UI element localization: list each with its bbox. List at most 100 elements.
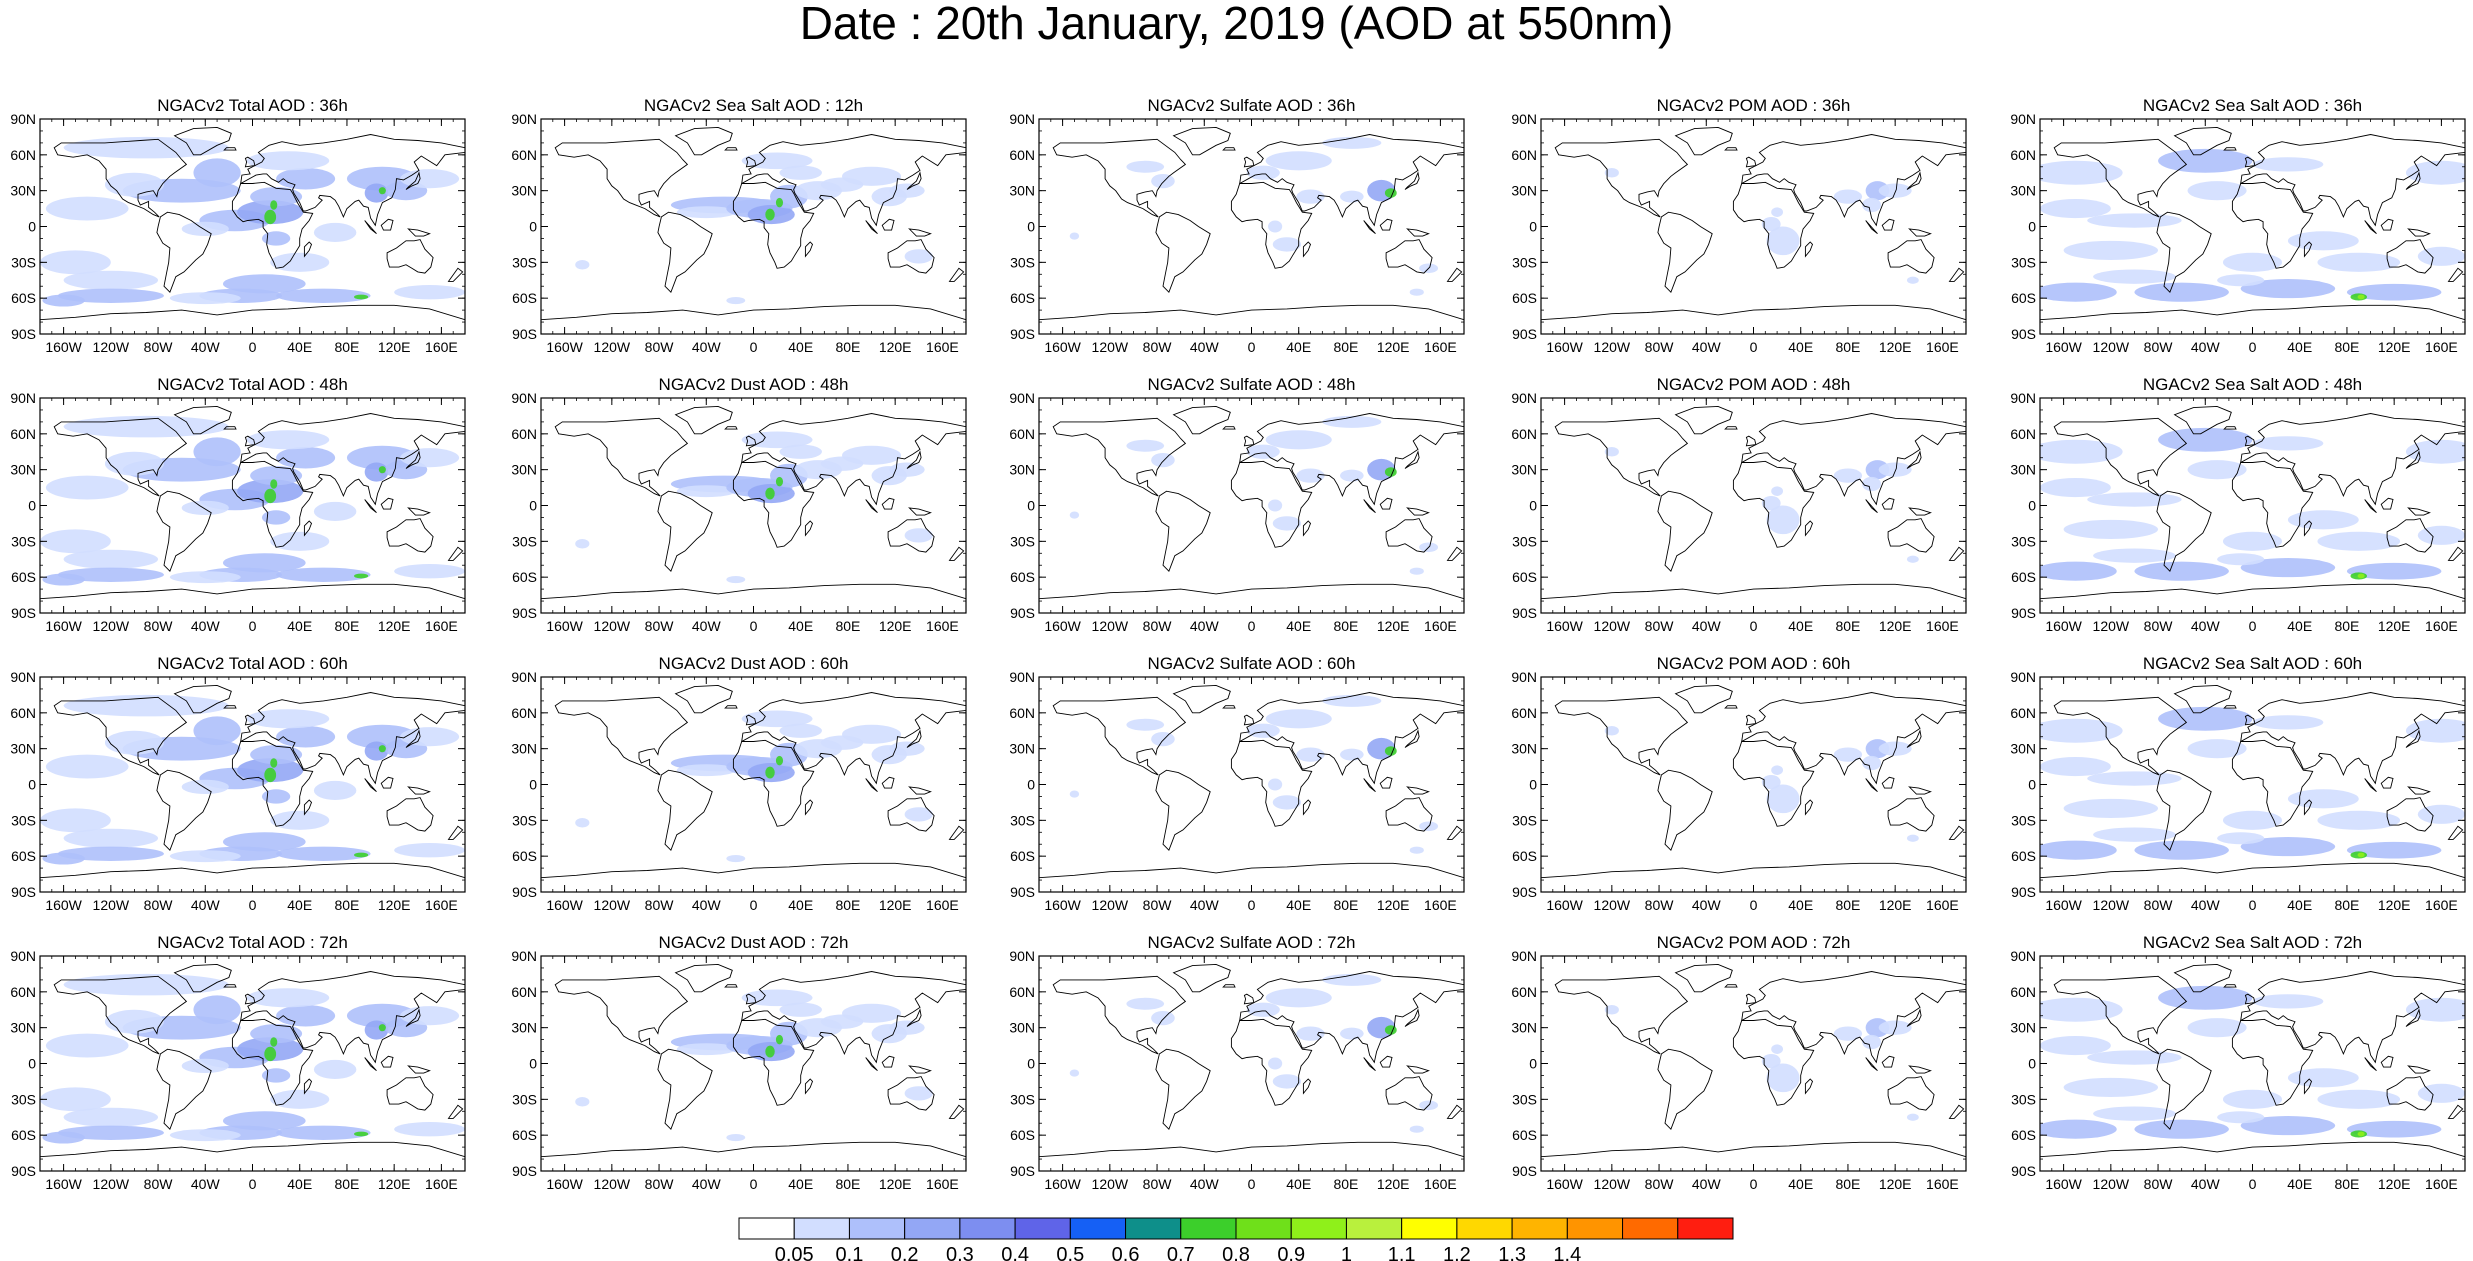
- aod-blob: [2405, 718, 2465, 743]
- aod-blob: [1862, 197, 1881, 213]
- aod-blob: [2217, 832, 2265, 845]
- aod-blob: [42, 852, 85, 865]
- lon-tick-label: 40W: [692, 897, 722, 913]
- coastline: [2244, 435, 2256, 447]
- coastline: [541, 1141, 966, 1158]
- aod-blob: [1069, 790, 1080, 798]
- coastline: [2053, 696, 2188, 776]
- coastline: [948, 1104, 965, 1119]
- lon-tick-label: 160E: [2425, 618, 2458, 634]
- aod-blob: [2040, 160, 2123, 185]
- coastline: [741, 692, 966, 785]
- coastline: [1657, 211, 1713, 294]
- lat-tick-label: 90N: [2010, 111, 2036, 127]
- map-panel: NGACv2 Dust AOD : 48h 90N 60N 30N 0 30S 60S 90S…: [511, 375, 967, 634]
- coastlines: [2040, 405, 2465, 600]
- lat-tick-label: 60S: [11, 1127, 36, 1143]
- aod-blob: [1296, 1026, 1325, 1041]
- lat-tick-label: 0: [28, 1056, 36, 1072]
- lon-tick-label: 0: [1248, 897, 1256, 913]
- coastline: [541, 862, 966, 879]
- aod-blob: [2093, 1106, 2176, 1121]
- coastline: [657, 490, 713, 573]
- aod-blob: [2417, 1083, 2465, 1103]
- lat-tick-label: 0: [1529, 1056, 1537, 1072]
- coastline: [1948, 1104, 1965, 1119]
- aod-blob: [726, 575, 746, 584]
- coastline: [1039, 1141, 1464, 1158]
- lat-tick-label: 30N: [511, 741, 537, 757]
- coastline: [2380, 1055, 2394, 1068]
- lon-tick-label: 80E: [334, 339, 359, 355]
- aod-blob: [1604, 1004, 1619, 1015]
- colorbar-label: 0.6: [1112, 1244, 1140, 1261]
- aod-field: [2040, 706, 2465, 860]
- panel-title: NGACv2 Sea Salt AOD : 48h: [2143, 375, 2362, 394]
- coastline: [2303, 241, 2313, 258]
- coastline: [906, 1008, 922, 1027]
- coastline: [405, 450, 421, 469]
- coastline: [1155, 211, 1211, 294]
- colorbar-swatch: [1235, 1217, 1292, 1240]
- aod-blob: [676, 1043, 736, 1056]
- coastline: [303, 1078, 313, 1095]
- colorbar-swatch: [1014, 1217, 1071, 1240]
- coastline: [1804, 799, 1814, 816]
- lon-tick-label: 120W: [2093, 618, 2130, 634]
- aod-blob: [726, 854, 746, 863]
- colorbar-label: 1.2: [1443, 1244, 1471, 1261]
- lon-tick-label: 160W: [2045, 618, 2082, 634]
- coastline: [2053, 975, 2188, 1055]
- panel-title: NGACv2 Dust AOD : 48h: [659, 375, 849, 394]
- aod-blob: [1862, 476, 1881, 492]
- lon-tick-label: 80E: [334, 1176, 359, 1192]
- aod-blob: [1296, 468, 1325, 483]
- coastline: [1222, 984, 1236, 988]
- aod-blob: [2134, 282, 2229, 302]
- lon-tick-label: 120E: [1377, 1176, 1410, 1192]
- lon-tick-label: 40W: [692, 1176, 722, 1192]
- coastline: [745, 993, 757, 1005]
- lon-tick-label: 160W: [1546, 618, 1583, 634]
- coastline: [1674, 126, 1733, 156]
- map-panel: NGACv2 Sulfate AOD : 72h 90N 60N 30N 0 30S 60S…: [1009, 933, 1465, 1192]
- coastline: [1657, 1048, 1713, 1131]
- lon-tick-label: 120E: [1879, 339, 1912, 355]
- colorbar-label: 0.2: [891, 1244, 919, 1261]
- coastlines: [1039, 963, 1464, 1158]
- lon-tick-label: 40E: [287, 339, 312, 355]
- coastline: [380, 1055, 394, 1068]
- aod-blob: [276, 846, 371, 861]
- coastline: [1385, 1076, 1433, 1111]
- coastline: [887, 797, 935, 832]
- coastline: [657, 211, 713, 294]
- lat-tick-label: 30N: [511, 462, 537, 478]
- lat-tick-label: 90N: [511, 390, 537, 406]
- aod-field: [40, 973, 465, 1144]
- map-frame: [1540, 118, 1967, 335]
- aod-blob: [1766, 505, 1800, 535]
- coastline: [554, 696, 689, 776]
- coastline: [1239, 134, 1464, 227]
- coastline: [380, 776, 394, 789]
- aod-blob: [889, 183, 925, 198]
- aod-blob: [40, 808, 111, 833]
- aod-blob: [1322, 694, 1382, 707]
- aod-blob: [1296, 189, 1325, 204]
- coastline: [223, 705, 237, 709]
- coastline: [1239, 971, 1464, 1064]
- aod-blob: [42, 294, 85, 307]
- lon-tick-label: 160W: [1044, 1176, 1081, 1192]
- lon-tick-label: 80W: [1645, 618, 1675, 634]
- aod-blob: [40, 250, 111, 275]
- coastline: [1674, 963, 1733, 993]
- map-frame: [540, 118, 967, 335]
- lon-tick-label: 160W: [1044, 897, 1081, 913]
- colorbar-label: 1.4: [1553, 1244, 1581, 1261]
- aod-blob: [779, 444, 822, 459]
- lon-tick-label: 120W: [93, 618, 130, 634]
- coastline: [40, 583, 465, 600]
- coastline: [1243, 435, 1255, 447]
- lon-tick-label: 80E: [1333, 618, 1358, 634]
- lat-tick-label: 90S: [1010, 326, 1035, 342]
